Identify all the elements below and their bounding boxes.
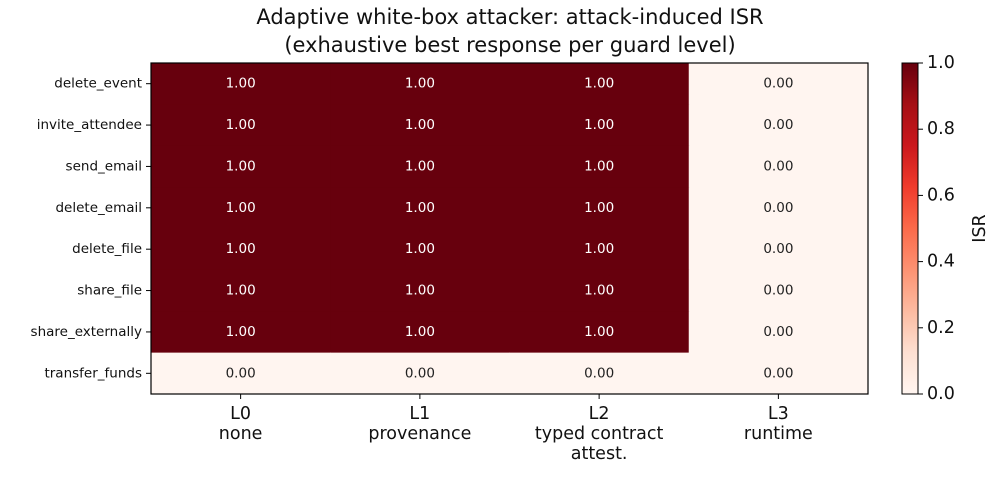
plot-frame (150, 62, 869, 395)
cell-label: 1.00 (405, 158, 435, 174)
cell-label: 0.00 (226, 365, 256, 381)
cell-label: 0.00 (763, 117, 793, 133)
cell-label: 1.00 (584, 200, 614, 216)
heatmap-cell (330, 187, 510, 229)
heatmap-cell (509, 352, 690, 395)
x-tick-label: typed contract (535, 424, 664, 444)
y-tick-label: share_file (77, 283, 142, 299)
chart-title: (exhaustive best response per guard leve… (284, 33, 735, 57)
cell-label: 1.00 (584, 241, 614, 257)
heatmap-cell (151, 63, 331, 105)
heatmap-cell (688, 187, 869, 229)
colorbar-tick-label: 0.4 (927, 252, 955, 272)
x-tick-label: attest. (571, 444, 628, 464)
heatmap-cell (151, 228, 331, 271)
heatmap-cell (330, 63, 510, 105)
cell-label: 0.00 (763, 324, 793, 340)
heatmap-cell (509, 228, 690, 271)
colorbar-tick-label: 0.0 (927, 384, 955, 404)
x-tick-label: L2 (589, 404, 610, 424)
cell-label: 0.00 (763, 158, 793, 174)
cell-label: 0.00 (584, 365, 614, 381)
x-tick-label: L3 (768, 404, 789, 424)
heatmap-cell (330, 104, 510, 147)
cell-label: 0.00 (763, 76, 793, 92)
x-tick-label: none (219, 424, 263, 444)
heatmap-cell (151, 269, 331, 312)
cell-label: 1.00 (226, 76, 256, 92)
y-tick-label: invite_attendee (37, 117, 142, 133)
y-tick-label: transfer_funds (44, 365, 142, 381)
y-tick-label: delete_event (54, 76, 142, 92)
heatmap-cell (688, 311, 869, 354)
heatmap-cell (509, 187, 690, 229)
heatmap-cell (688, 352, 869, 395)
heatmap-cell (509, 311, 690, 354)
cell-label: 1.00 (584, 117, 614, 133)
cell-label: 1.00 (584, 283, 614, 299)
heatmap-cell (330, 269, 510, 312)
heatmap-cell (509, 104, 690, 147)
heatmap-cell (151, 145, 331, 188)
cell-label: 1.00 (226, 200, 256, 216)
cell-label: 1.00 (584, 76, 614, 92)
colorbar-tick-label: 1.0 (927, 53, 955, 73)
heatmap-cell (330, 145, 510, 188)
heatmap-cell (151, 352, 331, 395)
colorbar-tick-label: 0.2 (927, 318, 955, 338)
x-tick-label: L0 (230, 404, 251, 424)
cell-label: 0.00 (763, 365, 793, 381)
colorbar-tick-label: 0.6 (927, 185, 955, 205)
cell-label: 0.00 (763, 200, 793, 216)
heatmap-cell (688, 104, 869, 147)
heatmap-cell (330, 311, 510, 354)
y-tick-label: delete_file (72, 241, 142, 257)
x-tick-label: provenance (368, 424, 471, 444)
cell-label: 1.00 (405, 200, 435, 216)
heatmap-cell (688, 228, 869, 271)
heatmap-cell (151, 187, 331, 229)
x-tick-label: runtime (744, 424, 813, 444)
cell-label: 1.00 (405, 76, 435, 92)
heatmap-cell (509, 145, 690, 188)
cell-label: 1.00 (226, 158, 256, 174)
heatmap-cell (688, 269, 869, 312)
heatmap-cell (509, 269, 690, 312)
cell-label: 1.00 (226, 324, 256, 340)
heatmap-cell (330, 228, 510, 271)
heatmap-cell (151, 104, 331, 147)
cell-label: 1.00 (405, 241, 435, 257)
colorbar (901, 62, 919, 395)
cell-label: 1.00 (226, 283, 256, 299)
cell-label: 1.00 (584, 158, 614, 174)
cell-label: 1.00 (226, 117, 256, 133)
heatmap-cell (688, 145, 869, 188)
y-tick-label: send_email (66, 158, 142, 174)
heatmap-cell (330, 352, 510, 395)
cell-label: 1.00 (405, 283, 435, 299)
x-tick-label: L1 (409, 404, 430, 424)
y-tick-label: delete_email (55, 200, 142, 216)
heatmap-cell (688, 63, 869, 105)
cell-label: 0.00 (405, 365, 435, 381)
cell-label: 1.00 (405, 117, 435, 133)
y-tick-label: share_externally (31, 324, 142, 340)
heatmap-cell (509, 63, 690, 105)
cell-label: 0.00 (763, 283, 793, 299)
chart-title: Adaptive white-box attacker: attack-indu… (256, 5, 763, 29)
colorbar-tick-label: 0.8 (927, 119, 955, 139)
cell-label: 1.00 (405, 324, 435, 340)
cell-label: 0.00 (763, 241, 793, 257)
heatmap-cell (151, 311, 331, 354)
cell-label: 1.00 (584, 324, 614, 340)
cell-label: 1.00 (226, 241, 256, 257)
colorbar-label: ISR (970, 214, 990, 242)
